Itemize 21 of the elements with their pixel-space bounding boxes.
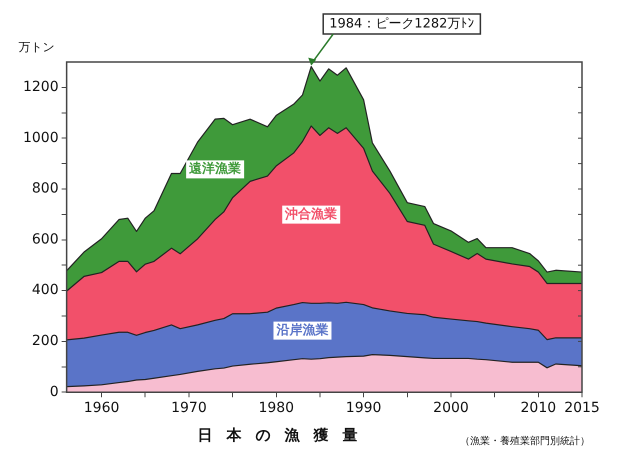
x-tick-label: 1980: [258, 400, 294, 416]
y-tick-label: 0: [50, 384, 59, 400]
series-label: 遠洋漁業: [188, 162, 242, 177]
annotation: 1984：ピーク1282万ﾄﾝ: [329, 16, 474, 32]
x-tick-label: 1960: [84, 400, 120, 416]
y-tick-label: 1000: [22, 130, 59, 146]
series-label: 沿岸漁業: [275, 322, 328, 338]
y-tick-label: 400: [32, 282, 59, 298]
series-label: 沖合漁業: [284, 206, 338, 222]
y-tick-label: 800: [32, 180, 59, 197]
x-tick-label: 2015: [564, 400, 600, 416]
x-tick-label: 2000: [433, 400, 469, 416]
x-tick-label: 1970: [171, 400, 207, 416]
y-axis-title: 万トン: [18, 40, 55, 54]
text: 日本の漁獲量: [197, 426, 372, 444]
x-tick-label: 2010: [520, 400, 556, 416]
x-tick-label: 1990: [346, 400, 382, 416]
text: （漁業・養殖業部門別統計）: [460, 435, 590, 448]
y-tick-label: 1200: [22, 79, 59, 96]
y-tick-label: 200: [32, 333, 59, 350]
y-tick-label: 600: [32, 231, 59, 248]
